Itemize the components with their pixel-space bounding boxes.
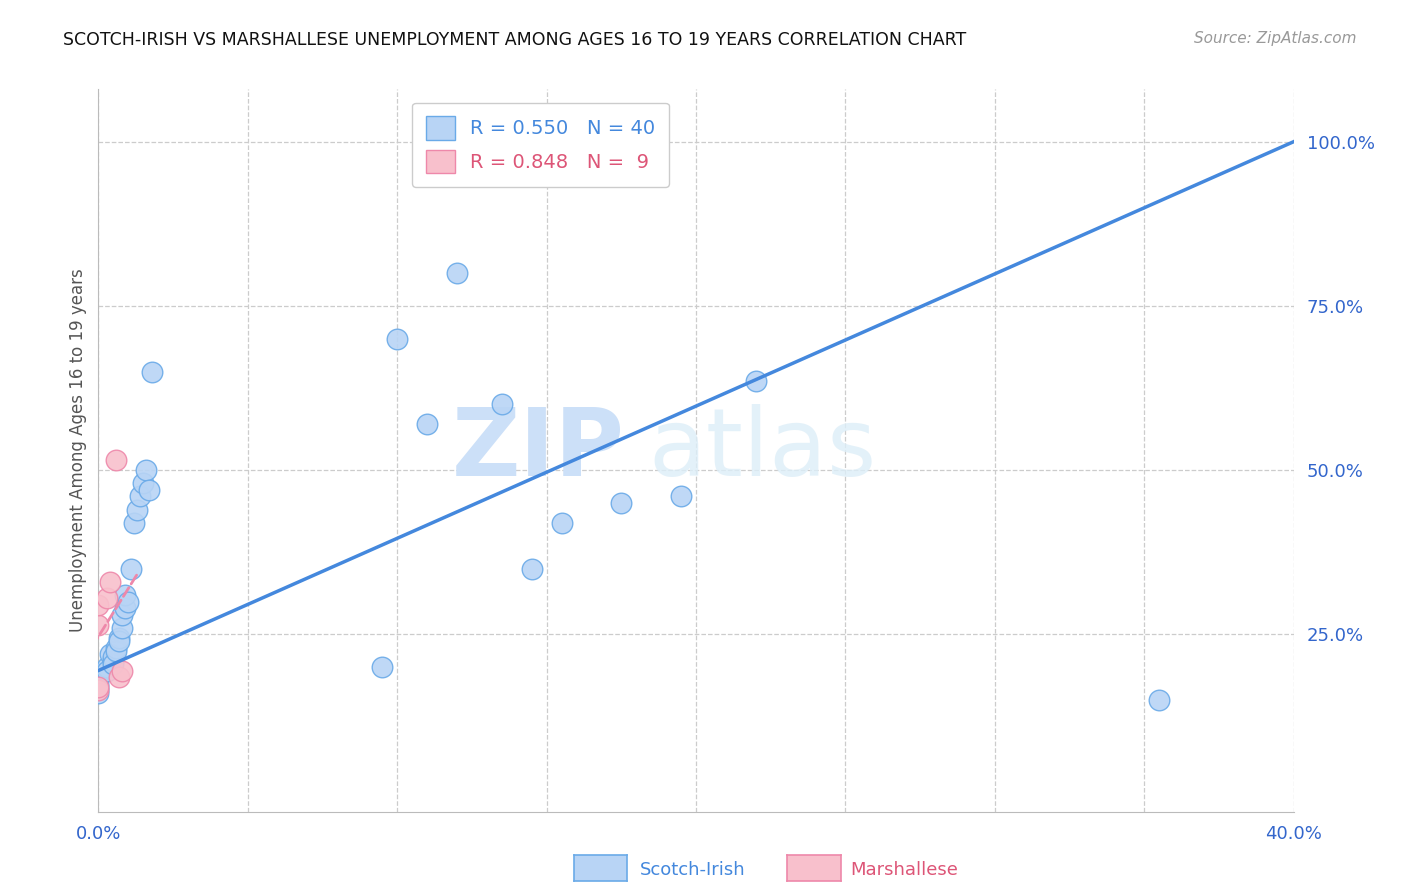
Point xyxy=(135,463,157,477)
Point xyxy=(371,660,394,674)
Point xyxy=(385,332,409,346)
Point xyxy=(98,647,122,661)
Point xyxy=(87,676,110,690)
Text: Scotch-Irish: Scotch-Irish xyxy=(640,861,745,879)
Point xyxy=(96,660,118,674)
Point xyxy=(87,683,110,698)
Y-axis label: Unemployment Among Ages 16 to 19 years: Unemployment Among Ages 16 to 19 years xyxy=(69,268,87,632)
Point xyxy=(87,666,110,681)
Point xyxy=(111,621,134,635)
Point xyxy=(141,365,163,379)
Point xyxy=(87,670,110,684)
Point xyxy=(103,654,125,668)
Point xyxy=(132,476,155,491)
Point xyxy=(108,634,131,648)
Point xyxy=(105,640,128,655)
Point xyxy=(550,516,572,530)
Text: SCOTCH-IRISH VS MARSHALLESE UNEMPLOYMENT AMONG AGES 16 TO 19 YEARS CORRELATION C: SCOTCH-IRISH VS MARSHALLESE UNEMPLOYMENT… xyxy=(63,31,966,49)
Legend: R = 0.550   N = 40, R = 0.848   N =  9: R = 0.550 N = 40, R = 0.848 N = 9 xyxy=(412,103,669,187)
Point xyxy=(87,617,110,632)
Point xyxy=(111,664,134,678)
Text: Source: ZipAtlas.com: Source: ZipAtlas.com xyxy=(1194,31,1357,46)
Point xyxy=(105,453,128,467)
Point xyxy=(124,516,146,530)
Point xyxy=(108,631,131,645)
Point xyxy=(87,598,110,612)
Point xyxy=(108,670,131,684)
Point xyxy=(129,490,152,504)
Point xyxy=(105,644,128,658)
Point xyxy=(1147,693,1170,707)
Point xyxy=(87,683,110,698)
Point xyxy=(745,375,768,389)
Point xyxy=(127,502,149,516)
Point xyxy=(114,601,136,615)
Point xyxy=(103,657,125,671)
Point xyxy=(117,594,139,608)
Point xyxy=(669,490,692,504)
Point xyxy=(114,588,136,602)
Point xyxy=(491,397,513,411)
Point xyxy=(111,607,134,622)
Point xyxy=(120,562,142,576)
Point xyxy=(103,650,125,665)
Point xyxy=(138,483,160,497)
Point xyxy=(87,686,110,700)
Point xyxy=(87,680,110,694)
Point xyxy=(96,664,118,678)
Point xyxy=(520,562,543,576)
Point xyxy=(98,574,122,589)
Point xyxy=(87,680,110,694)
Point xyxy=(446,266,468,280)
Text: atlas: atlas xyxy=(648,404,876,497)
Text: Marshallese: Marshallese xyxy=(851,861,959,879)
Point xyxy=(416,417,439,432)
Text: ZIP: ZIP xyxy=(451,404,624,497)
Point xyxy=(96,591,118,606)
Point xyxy=(610,496,633,510)
